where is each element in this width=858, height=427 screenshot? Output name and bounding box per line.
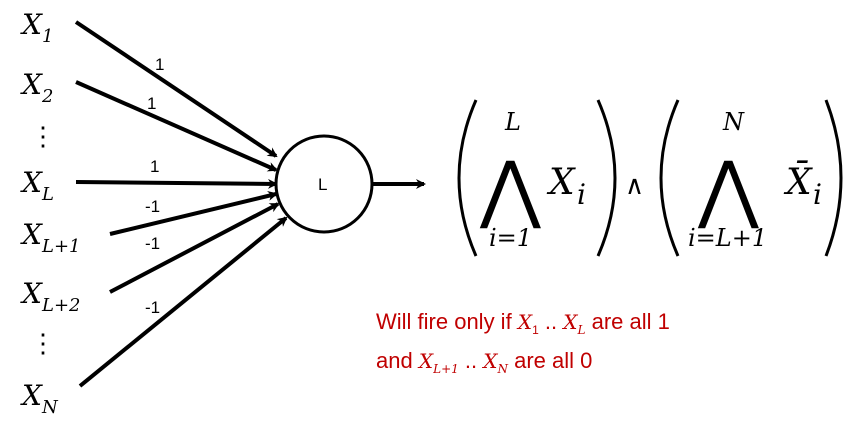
weight-xn: -1 — [145, 298, 160, 317]
right-upper-limit: N — [722, 108, 745, 136]
left-paren-open — [457, 99, 478, 257]
caption-line-2: and XL+1 .. XN are all 0 — [376, 348, 593, 376]
and-symbol: ∧ — [625, 171, 644, 201]
svg-text:X: X — [20, 166, 43, 199]
svg-text:X: X — [20, 8, 43, 41]
input-x2: X 2 — [20, 68, 53, 107]
svg-text:L: L — [41, 184, 54, 205]
input-xl2: X L+2 — [20, 277, 81, 316]
weight-xl1: -1 — [145, 197, 160, 216]
edge-xl — [75, 178, 278, 189]
formula-right: N ⋀ i=L+1 X̄ i — [659, 99, 843, 257]
vdots-lower: ⋮ — [30, 329, 56, 359]
svg-text:N: N — [41, 397, 59, 418]
left-term-sub: i — [577, 178, 586, 211]
weight-xl2: -1 — [145, 234, 160, 253]
input-xl1: X L+1 — [20, 218, 81, 257]
right-paren-open — [659, 99, 680, 257]
firing-condition-caption: Will fire only if X1 .. XL are all 1 and… — [376, 304, 670, 382]
weight-x1: 1 — [155, 55, 164, 74]
svg-text:1: 1 — [42, 26, 53, 47]
svg-text:X: X — [20, 379, 43, 412]
input-x1: X 1 — [20, 8, 53, 47]
neuron-threshold: L — [318, 175, 327, 194]
right-term-sub: i — [813, 178, 822, 211]
left-upper-limit: L — [504, 108, 521, 136]
left-paren-close — [596, 99, 617, 257]
input-xn: X N — [20, 379, 59, 418]
caption-line-1: Will fire only if X1 .. XL are all 1 — [376, 309, 670, 337]
left-term: X — [546, 162, 576, 203]
svg-text:X: X — [20, 68, 43, 101]
svg-text:L+2: L+2 — [41, 295, 81, 316]
right-lower-limit: i=L+1 — [688, 224, 767, 252]
svg-text:L+1: L+1 — [41, 236, 81, 257]
right-big-and: ⋀ — [697, 146, 759, 232]
weight-x2: 1 — [147, 94, 156, 113]
left-big-and: ⋀ — [479, 146, 541, 232]
edge-x2 — [75, 80, 278, 172]
svg-text:X: X — [20, 277, 43, 310]
weight-xl: 1 — [150, 157, 159, 176]
left-lower-limit: i=1 — [489, 224, 532, 252]
neuron-node — [274, 134, 374, 234]
right-term: X̄ — [783, 160, 813, 203]
edge-x1 — [74, 20, 278, 158]
formula-left: L ⋀ i=1 X i — [457, 99, 617, 257]
right-paren-close — [824, 99, 843, 257]
vdots-upper: ⋮ — [30, 122, 56, 152]
edge-xl1 — [109, 191, 278, 236]
edge-xn — [78, 216, 288, 388]
input-xl: X L — [20, 166, 54, 205]
svg-text:X: X — [20, 218, 43, 251]
svg-text:2: 2 — [41, 86, 53, 107]
edge-xl2 — [109, 202, 280, 294]
